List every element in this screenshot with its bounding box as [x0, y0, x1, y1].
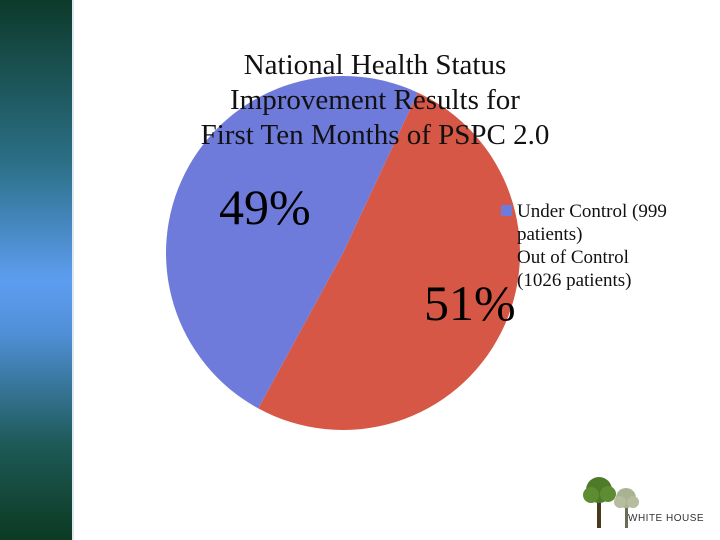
legend-item-under-control: Under Control (999 patients): [499, 200, 677, 246]
legend-swatch-under-control: [501, 205, 512, 216]
legend: Under Control (999 patients) Out of Cont…: [499, 200, 677, 292]
legend-label-under-control: Under Control (999 patients): [517, 201, 667, 245]
pie-slice-under-control: [165, 75, 418, 409]
data-label-under-control: 49%: [219, 179, 311, 235]
legend-label-out-of-control: Out of Control (1026 patients): [517, 247, 632, 291]
legend-item-out-of-control: Out of Control (1026 patients): [499, 246, 677, 292]
white-house-logo: [583, 477, 639, 528]
side-divider: [72, 0, 74, 540]
logo-text: WHITE HOUSE: [628, 513, 705, 524]
side-gradient-bar: [0, 0, 72, 540]
pie-slice-out-of-control: [258, 92, 520, 430]
data-label-out-of-control: 51%: [424, 275, 516, 331]
chart-title: National Health Status Improvement Resul…: [200, 49, 550, 151]
